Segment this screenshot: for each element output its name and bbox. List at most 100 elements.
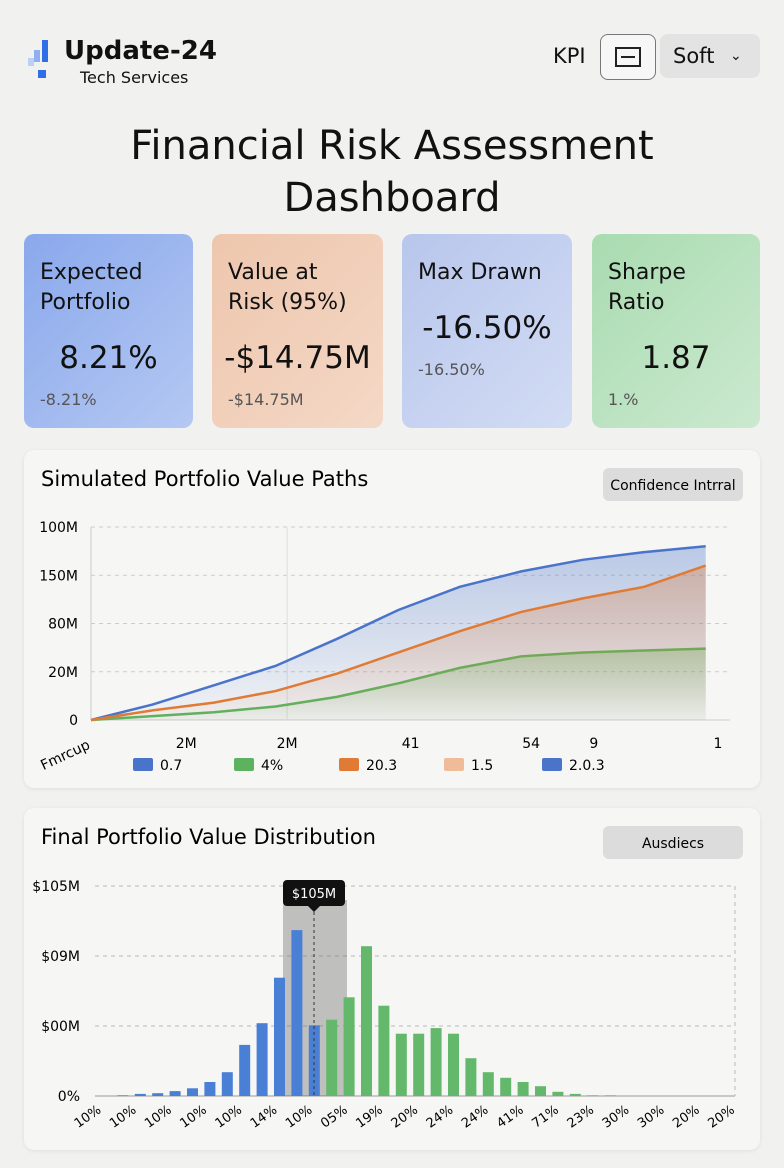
- bar: [361, 946, 372, 1096]
- x-tick-label: 24%: [459, 1103, 491, 1132]
- bar: [552, 1091, 564, 1096]
- card-value: 1.87: [641, 340, 711, 376]
- line: [90, 564, 707, 722]
- card-title: Expected Portfolio: [40, 260, 143, 315]
- x-tick-label: 1: [714, 736, 723, 752]
- bar: [343, 997, 355, 1096]
- x-tick-label: 10%: [72, 1103, 104, 1132]
- bar-chart: Final Portfolio Value Distribution Ausdie…: [32, 825, 743, 1132]
- line-panel: Simulated Portfolio Value Paths Confidenc…: [24, 450, 760, 788]
- card-title: Value at Risk (95%): [228, 260, 347, 315]
- mode-label: Soft: [673, 44, 715, 68]
- bar: [604, 1095, 616, 1096]
- y-tick-label: $09M: [41, 949, 80, 965]
- card-title: Max Drawn: [418, 260, 542, 285]
- legend-swatch: [444, 758, 464, 771]
- legend-swatch: [542, 758, 562, 771]
- chevron: ⌄: [730, 48, 742, 64]
- x-tick-label: 20%: [705, 1103, 737, 1132]
- card-value: 8.21%: [59, 340, 158, 376]
- bar: [500, 1077, 512, 1096]
- card-sub: -$14.75M: [228, 390, 304, 409]
- x-tick-label: 2M: [176, 736, 197, 752]
- kpi-label: KPI: [553, 44, 586, 68]
- x-tick-label: 10%: [107, 1103, 139, 1132]
- card-sub: -8.21%: [40, 390, 97, 409]
- x-tick-label: 41%: [494, 1103, 526, 1132]
- card-sub: -16.50%: [418, 360, 485, 379]
- panel-button[interactable]: [603, 468, 743, 501]
- x-tick-label: 41: [402, 736, 420, 752]
- bar: [274, 977, 285, 1096]
- x-tick-label: 24%: [424, 1103, 456, 1132]
- x-tick-label: 19%: [353, 1103, 385, 1132]
- x-tick-label: 23%: [565, 1103, 597, 1132]
- card-value: -$14.75M: [224, 340, 371, 376]
- bar: [117, 1095, 129, 1096]
- x-tick-label: 10%: [177, 1103, 209, 1132]
- menu-button[interactable]: [600, 34, 656, 80]
- x-tick-label: 30%: [635, 1103, 667, 1132]
- bar: [465, 1058, 477, 1096]
- bar: [569, 1093, 581, 1096]
- legend-label: 20.3: [366, 758, 397, 774]
- x-tick-label: 20%: [670, 1103, 702, 1132]
- card-sub: 1.%: [608, 390, 639, 409]
- tooltip-label: $105M: [292, 887, 336, 902]
- y-tick-label: $00M: [41, 1019, 80, 1035]
- button-label: Ausdiecs: [642, 836, 704, 852]
- line: [90, 545, 706, 722]
- bar: [239, 1044, 251, 1096]
- bar: [517, 1082, 529, 1096]
- legend-label: 1.5: [471, 758, 493, 774]
- bar: [326, 1019, 338, 1096]
- legend-label: 0.7: [160, 758, 182, 774]
- bar: [430, 1028, 442, 1096]
- panel-button[interactable]: [603, 826, 743, 859]
- bar: [448, 1033, 459, 1096]
- x-tick-label: 54: [522, 736, 540, 752]
- mode-dropdown[interactable]: Soft ⌄: [660, 34, 760, 78]
- x-tick-label: 30%: [600, 1103, 632, 1132]
- logo: [28, 40, 60, 84]
- x-tick-label: 10%: [283, 1103, 315, 1132]
- bar: [308, 1025, 320, 1096]
- logo-subtitle: Tech Services: [80, 68, 189, 87]
- legend-swatch: [234, 758, 254, 771]
- card-value: -16.50%: [422, 310, 552, 346]
- page-title: Financial Risk Assessment Dashboard: [130, 123, 654, 221]
- tooltip: [283, 880, 345, 906]
- bar-panel: Final Portfolio Value Distribution Ausdie…: [24, 808, 760, 1150]
- x-tick-label: 71%: [529, 1103, 561, 1132]
- kpi-card: Value at Risk (95%) -$14.75M -$14.75M: [212, 234, 383, 428]
- chart-title: Final Portfolio Value Distribution: [41, 825, 376, 849]
- bar: [413, 1033, 425, 1096]
- bar: [482, 1072, 494, 1096]
- bar: [187, 1088, 198, 1096]
- x-tick-label: 14%: [248, 1103, 280, 1132]
- y-tick-label: 0%: [58, 1089, 80, 1105]
- x-tick-label: 20%: [389, 1103, 421, 1132]
- bar: [535, 1086, 546, 1096]
- x-tick-label: 10%: [213, 1103, 245, 1132]
- x-tick-label: 10%: [142, 1103, 174, 1132]
- legend-label: 4%: [261, 758, 283, 774]
- y-tick-label: 80M: [48, 617, 78, 633]
- x-tick-label: Fmrcup: [38, 737, 93, 774]
- y-tick-label: $105M: [32, 879, 80, 895]
- tooltip-arrow: [308, 906, 320, 912]
- y-tick-label: 100M: [39, 520, 78, 536]
- legend-label: 2.0.3: [569, 758, 605, 774]
- bar: [378, 1005, 390, 1096]
- bar: [169, 1091, 181, 1096]
- x-tick-label: 9: [589, 736, 598, 752]
- kpi-card: Expected Portfolio 8.21% -8.21%: [24, 234, 193, 428]
- bar: [221, 1072, 233, 1096]
- y-tick-label: 20M: [48, 665, 78, 681]
- bar: [256, 1023, 268, 1096]
- bar: [152, 1093, 164, 1096]
- bar: [587, 1095, 599, 1096]
- legend-swatch: [339, 758, 359, 771]
- y-tick-label: 150M: [39, 568, 78, 584]
- x-tick-label: 2M: [277, 736, 298, 752]
